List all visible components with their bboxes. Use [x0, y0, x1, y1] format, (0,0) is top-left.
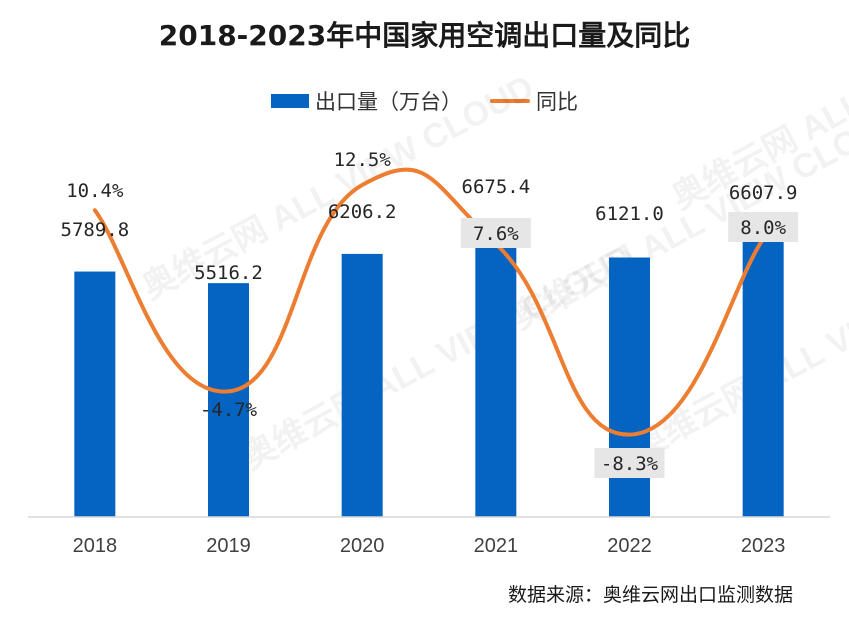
bar-2020 — [341, 253, 383, 517]
legend-swatch-line — [490, 99, 530, 103]
yoy-value-label: 10.4% — [66, 180, 124, 202]
legend-label-yoy: 同比 — [536, 90, 578, 114]
bar-2018 — [74, 271, 116, 517]
x-tick-2022: 2022 — [607, 535, 652, 557]
legend-item-yoy: 同比 — [490, 86, 578, 116]
bar-2022 — [609, 257, 650, 517]
bar-value-label: 5789.8 — [61, 219, 130, 241]
bar-2019 — [208, 283, 249, 517]
bar-value-label: 6206.2 — [328, 201, 397, 223]
bar-2021 — [475, 234, 517, 517]
yoy-value-label: 12.5% — [334, 149, 392, 171]
pct-label-box — [460, 218, 531, 248]
legend-item-volume: 出口量（万台） — [271, 86, 462, 116]
watermark-text: 奥维云网 ALL VIEW CLOUD — [236, 238, 640, 477]
yoy-value-label: -4.7% — [200, 399, 258, 421]
data-labels: 5789.8 5516.2 6206.2 6675.4 6121.0 6607.9 10.4… — [61, 149, 799, 478]
legend-swatch-bar — [271, 94, 309, 108]
bar-2023 — [742, 236, 784, 517]
x-tick-2018: 2018 — [73, 535, 118, 557]
legend: 出口量（万台） 同比 — [0, 86, 849, 116]
yoy-value-label: -8.3% — [601, 453, 659, 475]
pct-label-box — [728, 212, 799, 242]
x-tick-2019: 2019 — [206, 535, 251, 557]
yoy-value-label: 8.0% — [740, 217, 786, 239]
chart-title: 2018-2023年中国家用空调出口量及同比 — [158, 19, 691, 52]
pct-label-box — [594, 448, 665, 478]
x-tick-2023: 2023 — [741, 535, 786, 557]
source-note: 数据来源：奥维云网出口监测数据 — [507, 584, 793, 606]
yoy-value-label: 7.6% — [473, 223, 519, 245]
bar-value-label: 5516.2 — [194, 262, 263, 284]
bar-value-label: 6607.9 — [729, 182, 798, 204]
x-tick-2020: 2020 — [340, 535, 385, 557]
x-tick-2021: 2021 — [474, 535, 519, 557]
legend-label-volume: 出口量（万台） — [315, 90, 462, 114]
x-tick-labels: 2018 2019 2020 2021 2022 2023 — [73, 535, 786, 557]
bar-value-label: 6121.0 — [595, 203, 664, 225]
bar-value-label: 6675.4 — [462, 176, 531, 198]
yoy-line — [92, 167, 766, 437]
